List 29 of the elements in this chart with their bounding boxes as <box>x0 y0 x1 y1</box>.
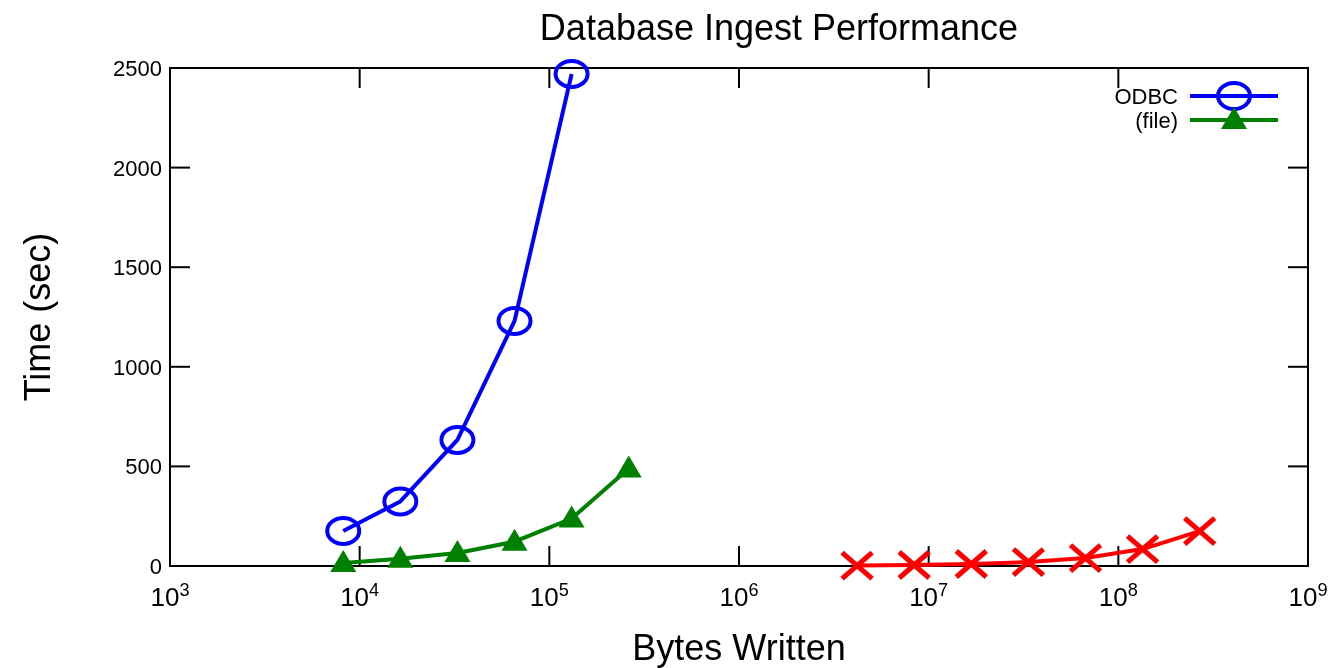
x-tick-label: 10$^{7}$ <box>909 580 949 612</box>
point <box>439 424 476 455</box>
x-axis-title: Bytes Written <box>632 627 846 668</box>
y-tick-label: 2500 <box>113 56 162 81</box>
x-tick-label: 10$^{9}$ <box>1288 580 1328 612</box>
point <box>558 505 585 528</box>
point <box>382 486 419 517</box>
y-tick-label: 1000 <box>113 354 162 380</box>
y-tick-label: 1500 <box>113 255 162 281</box>
point <box>330 550 357 573</box>
x-tick-label: 10$^{6}$ <box>719 580 759 612</box>
legend-label: (file) <box>1135 108 1178 133</box>
x-tick-label: 10$^{5}$ <box>529 580 569 612</box>
x-tick-label: 10$^{8}$ <box>1098 580 1138 612</box>
point <box>501 528 528 551</box>
x-tick-label: 10$^{3}$ <box>150 580 190 612</box>
y-tick-label: 0 <box>149 554 162 579</box>
point <box>444 540 471 563</box>
point <box>615 455 642 478</box>
point <box>325 515 362 546</box>
y-axis-title: Time (sec) <box>17 232 58 402</box>
legend-label: ODBC <box>1114 84 1179 109</box>
point <box>496 305 533 336</box>
x-tick-label: 10$^{4}$ <box>340 580 380 612</box>
chart-title: Database Ingest Performance <box>539 7 1019 48</box>
y-tick-label: 2000 <box>113 155 162 181</box>
point <box>387 545 414 568</box>
point <box>553 58 590 89</box>
y-tick-label: 500 <box>125 454 162 480</box>
